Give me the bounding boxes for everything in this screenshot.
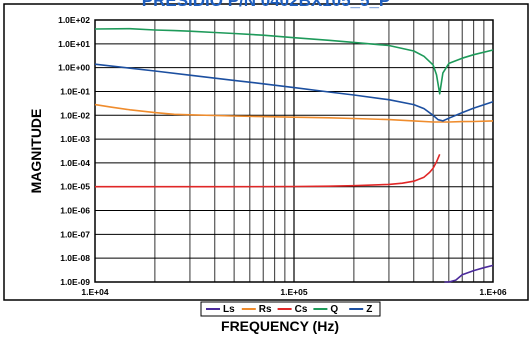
y-tick-label: 1.0E-01 bbox=[60, 86, 90, 96]
legend-label-z: Z bbox=[366, 304, 372, 315]
y-tick-label: 1.0E-02 bbox=[60, 110, 90, 120]
y-tick-label: 1.0E+01 bbox=[58, 39, 90, 49]
x-tick-label: 1.E+04 bbox=[81, 287, 108, 297]
y-tick-label: 1.0E+00 bbox=[58, 63, 90, 73]
x-tick-labels: 1.E+04 1.E+05 1.E+06 bbox=[81, 287, 506, 297]
series-line-q bbox=[94, 27, 494, 95]
legend: Ls Rs Cs Q Z bbox=[200, 301, 381, 317]
x-tick-label: 1.E+05 bbox=[280, 287, 307, 297]
series-line-z bbox=[94, 63, 494, 122]
y-tick-label: 1.0E-08 bbox=[60, 253, 90, 263]
y-tick-label: 1.0E-09 bbox=[60, 277, 90, 287]
series-line-rs bbox=[94, 103, 494, 123]
series-line-cs bbox=[95, 153, 441, 188]
y-tick-label: 1.0E-07 bbox=[60, 229, 90, 239]
y-tick-labels: 1.0E-09 1.0E-08 1.0E-07 1.0E-06 1.0E-05 1.0E-… bbox=[58, 15, 90, 287]
series-line-ls bbox=[444, 264, 494, 283]
y-tick-label: 1.0E-05 bbox=[60, 182, 90, 192]
legend-label-rs: Rs bbox=[259, 304, 272, 315]
series-layer bbox=[94, 27, 494, 283]
y-axis-title: MAGNITUDE bbox=[28, 109, 44, 194]
chart-title: PRESIDIO P/N 0402BX105_5_P bbox=[141, 0, 391, 10]
y-tick-label: 1.0E-06 bbox=[60, 206, 90, 216]
y-tick-label: 1.0E-04 bbox=[60, 158, 90, 168]
chart-outer-frame bbox=[3, 3, 529, 301]
legend-label-cs: Cs bbox=[295, 304, 308, 315]
x-tick-label: 1.E+06 bbox=[479, 287, 506, 297]
legend-label-q: Q bbox=[330, 304, 338, 315]
y-tick-label: 1.0E+02 bbox=[58, 15, 90, 25]
y-tick-label: 1.0E-03 bbox=[60, 134, 90, 144]
legend-label-ls: Ls bbox=[223, 304, 235, 315]
grid-layer bbox=[95, 20, 493, 282]
x-axis-title: FREQUENCY (Hz) bbox=[221, 318, 339, 334]
